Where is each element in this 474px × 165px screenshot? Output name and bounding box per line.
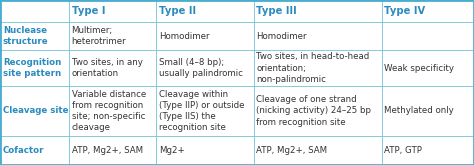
Text: Two sites, in head-to-head
orientation;
non-palindromic: Two sites, in head-to-head orientation; … bbox=[256, 52, 370, 84]
Text: Methylated only: Methylated only bbox=[384, 106, 454, 115]
Bar bbox=[0, 136, 69, 165]
Bar bbox=[156, 50, 254, 86]
Bar bbox=[69, 22, 156, 50]
Text: Cleavage of one strand
(nicking activity) 24–25 bp
from recognition site: Cleavage of one strand (nicking activity… bbox=[256, 95, 372, 127]
Bar bbox=[382, 0, 474, 22]
Text: Cofactor: Cofactor bbox=[3, 146, 45, 155]
Text: Cleavage site: Cleavage site bbox=[3, 106, 68, 115]
Text: Small (4–8 bp);
usually palindromic: Small (4–8 bp); usually palindromic bbox=[159, 58, 243, 78]
Text: Nuclease
structure: Nuclease structure bbox=[3, 26, 48, 46]
Text: Type IV: Type IV bbox=[384, 6, 426, 16]
Text: Variable distance
from recognition
site; non-specific
cleavage: Variable distance from recognition site;… bbox=[72, 90, 146, 132]
Bar bbox=[156, 136, 254, 165]
Bar bbox=[0, 50, 69, 86]
Text: Type II: Type II bbox=[159, 6, 196, 16]
Bar bbox=[254, 86, 382, 136]
Bar bbox=[254, 136, 382, 165]
Text: Two sites, in any
orientation: Two sites, in any orientation bbox=[72, 58, 143, 78]
Bar bbox=[69, 0, 156, 22]
Bar bbox=[69, 86, 156, 136]
Bar bbox=[0, 0, 69, 22]
Bar bbox=[254, 0, 382, 22]
Bar bbox=[382, 50, 474, 86]
Text: Weak specificity: Weak specificity bbox=[384, 64, 455, 73]
Text: Cleavage within
(Type IIP) or outside
(Type IIS) the
recognition site: Cleavage within (Type IIP) or outside (T… bbox=[159, 90, 245, 132]
Bar bbox=[382, 86, 474, 136]
Text: Mg2+: Mg2+ bbox=[159, 146, 185, 155]
Text: ATP, Mg2+, SAM: ATP, Mg2+, SAM bbox=[256, 146, 328, 155]
Text: Homodimer: Homodimer bbox=[159, 32, 210, 41]
Bar bbox=[254, 22, 382, 50]
Bar bbox=[69, 50, 156, 86]
Bar bbox=[0, 22, 69, 50]
Bar bbox=[254, 50, 382, 86]
Text: Multimer;
heterotrimer: Multimer; heterotrimer bbox=[72, 26, 126, 46]
Text: Homodimer: Homodimer bbox=[256, 32, 307, 41]
Bar bbox=[382, 22, 474, 50]
Bar bbox=[69, 136, 156, 165]
Bar bbox=[382, 136, 474, 165]
Text: Type I: Type I bbox=[72, 6, 105, 16]
Bar bbox=[156, 86, 254, 136]
Bar bbox=[156, 0, 254, 22]
Text: Type III: Type III bbox=[256, 6, 297, 16]
Bar bbox=[0, 86, 69, 136]
Text: Recognition
site pattern: Recognition site pattern bbox=[3, 58, 61, 78]
Text: ATP, GTP: ATP, GTP bbox=[384, 146, 422, 155]
Text: ATP, Mg2+, SAM: ATP, Mg2+, SAM bbox=[72, 146, 143, 155]
Bar bbox=[156, 22, 254, 50]
